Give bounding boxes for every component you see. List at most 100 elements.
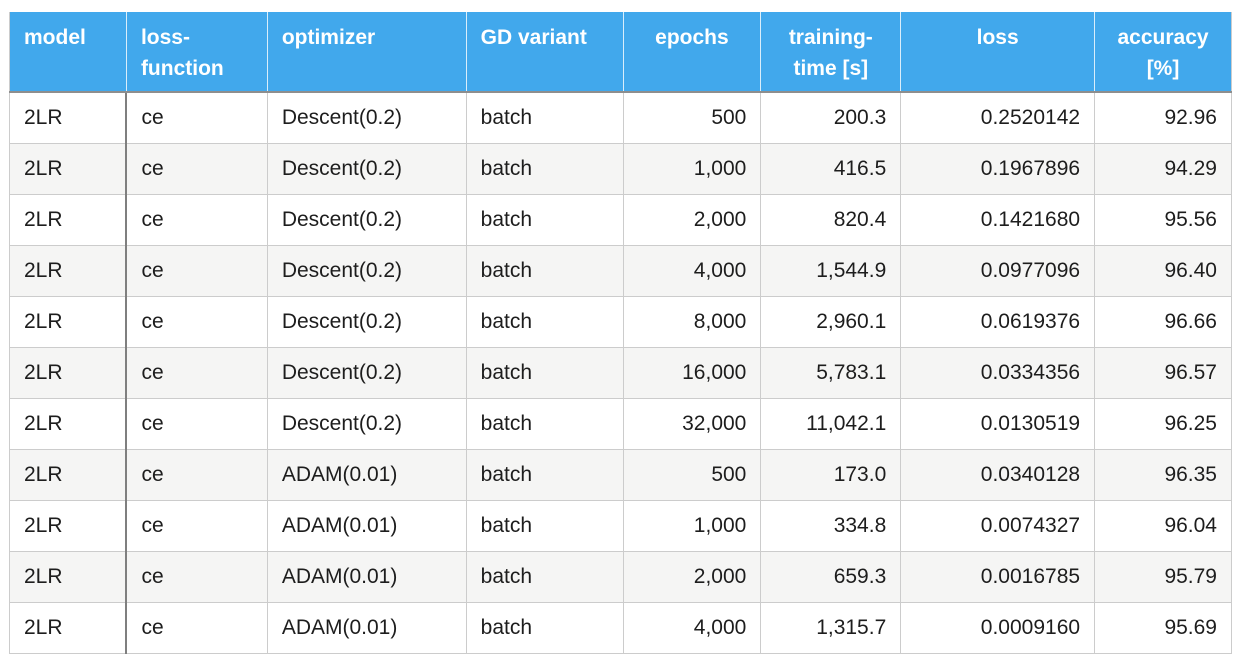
cell-training_time: 416.5 <box>760 143 901 195</box>
cell-loss_function: ce <box>125 194 268 246</box>
cell-gd_variant: batch <box>465 194 624 246</box>
cell-loss: 0.0340128 <box>900 449 1095 501</box>
cell-loss: 0.0016785 <box>900 551 1095 603</box>
cell-training_time: 200.3 <box>760 92 901 144</box>
cell-gd_variant: batch <box>465 143 624 195</box>
cell-gd_variant: batch <box>465 347 624 399</box>
table-row: 2LR ce ADAM(0.01) batch 4,000 1,315.7 0.000916… <box>9 602 1232 654</box>
cell-optimizer: Descent(0.2) <box>266 143 467 195</box>
cell-optimizer: Descent(0.2) <box>266 398 467 450</box>
column-header-accuracy: accuracy [%] <box>1094 12 1232 93</box>
cell-loss_function: ce <box>125 245 268 297</box>
cell-loss: 0.1421680 <box>900 194 1095 246</box>
table-header: model loss- function optimizer GD variant ep… <box>9 12 1232 93</box>
cell-gd_variant: batch <box>465 296 624 348</box>
column-header-gd_variant: GD variant <box>465 12 624 93</box>
cell-accuracy: 96.66 <box>1094 296 1232 348</box>
cell-loss: 0.0130519 <box>900 398 1095 450</box>
cell-accuracy: 95.79 <box>1094 551 1232 603</box>
cell-gd_variant: batch <box>465 602 624 654</box>
column-header-epochs: epochs <box>622 12 761 93</box>
table-row: 2LR ce ADAM(0.01) batch 500 173.0 0.0340128 96.… <box>9 449 1232 501</box>
cell-training_time: 1,315.7 <box>760 602 901 654</box>
cell-training_time: 820.4 <box>760 194 901 246</box>
cell-model: 2LR <box>9 296 128 348</box>
table-row: 2LR ce Descent(0.2) batch 1,000 416.5 0.196789… <box>9 143 1232 195</box>
table-row: 2LR ce Descent(0.2) batch 4,000 1,544.9 0.0977… <box>9 245 1232 297</box>
table-body: 2LR ce Descent(0.2) batch 500 200.3 0.2520142 9… <box>9 92 1232 654</box>
table-row: 2LR ce Descent(0.2) batch 8,000 2,960.1 0.0619… <box>9 296 1232 348</box>
column-header-optimizer: optimizer <box>266 12 467 93</box>
cell-gd_variant: batch <box>465 245 624 297</box>
cell-model: 2LR <box>9 245 128 297</box>
cell-epochs: 8,000 <box>622 296 761 348</box>
cell-accuracy: 94.29 <box>1094 143 1232 195</box>
cell-loss_function: ce <box>125 92 268 144</box>
cell-model: 2LR <box>9 398 128 450</box>
column-header-training_time: training- time [s] <box>760 12 901 93</box>
cell-epochs: 1,000 <box>622 143 761 195</box>
table-row: 2LR ce Descent(0.2) batch 2,000 820.4 0.142168… <box>9 194 1232 246</box>
cell-loss_function: ce <box>125 449 268 501</box>
cell-optimizer: Descent(0.2) <box>266 92 467 144</box>
cell-epochs: 4,000 <box>622 245 761 297</box>
cell-loss: 0.0074327 <box>900 500 1095 552</box>
cell-optimizer: ADAM(0.01) <box>266 500 467 552</box>
header-row: model loss- function optimizer GD variant ep… <box>9 12 1232 93</box>
cell-epochs: 2,000 <box>622 551 761 603</box>
cell-loss: 0.1967896 <box>900 143 1095 195</box>
cell-epochs: 1,000 <box>622 500 761 552</box>
cell-optimizer: Descent(0.2) <box>266 347 467 399</box>
cell-model: 2LR <box>9 602 128 654</box>
table-row: 2LR ce Descent(0.2) batch 16,000 5,783.1 0.033… <box>9 347 1232 399</box>
cell-model: 2LR <box>9 500 128 552</box>
cell-training_time: 173.0 <box>760 449 901 501</box>
cell-optimizer: ADAM(0.01) <box>266 449 467 501</box>
results-table-container: model loss- function optimizer GD variant ep… <box>9 12 1232 654</box>
cell-loss: 0.2520142 <box>900 92 1095 144</box>
cell-gd_variant: batch <box>465 551 624 603</box>
cell-epochs: 4,000 <box>622 602 761 654</box>
cell-loss: 0.0334356 <box>900 347 1095 399</box>
cell-accuracy: 96.04 <box>1094 500 1232 552</box>
cell-model: 2LR <box>9 143 128 195</box>
cell-gd_variant: batch <box>465 500 624 552</box>
cell-gd_variant: batch <box>465 92 624 144</box>
cell-loss: 0.0009160 <box>900 602 1095 654</box>
cell-accuracy: 96.57 <box>1094 347 1232 399</box>
cell-loss_function: ce <box>125 143 268 195</box>
cell-optimizer: Descent(0.2) <box>266 296 467 348</box>
cell-gd_variant: batch <box>465 398 624 450</box>
cell-training_time: 659.3 <box>760 551 901 603</box>
cell-epochs: 2,000 <box>622 194 761 246</box>
cell-optimizer: Descent(0.2) <box>266 245 467 297</box>
cell-accuracy: 96.35 <box>1094 449 1232 501</box>
cell-loss_function: ce <box>125 347 268 399</box>
cell-loss: 0.0977096 <box>900 245 1095 297</box>
cell-epochs: 16,000 <box>622 347 761 399</box>
cell-model: 2LR <box>9 92 128 144</box>
cell-epochs: 500 <box>622 92 761 144</box>
training-results-table: model loss- function optimizer GD variant ep… <box>9 12 1232 654</box>
cell-training_time: 11,042.1 <box>760 398 901 450</box>
cell-model: 2LR <box>9 347 128 399</box>
cell-training_time: 334.8 <box>760 500 901 552</box>
cell-gd_variant: batch <box>465 449 624 501</box>
cell-loss: 0.0619376 <box>900 296 1095 348</box>
cell-training_time: 5,783.1 <box>760 347 901 399</box>
cell-optimizer: ADAM(0.01) <box>266 551 467 603</box>
column-header-loss_function: loss- function <box>125 12 268 93</box>
table-row: 2LR ce ADAM(0.01) batch 2,000 659.3 0.0016785 9… <box>9 551 1232 603</box>
cell-training_time: 2,960.1 <box>760 296 901 348</box>
cell-training_time: 1,544.9 <box>760 245 901 297</box>
table-row: 2LR ce Descent(0.2) batch 500 200.3 0.2520142 9… <box>9 92 1232 144</box>
cell-model: 2LR <box>9 449 128 501</box>
cell-accuracy: 92.96 <box>1094 92 1232 144</box>
cell-loss_function: ce <box>125 602 268 654</box>
column-header-model: model <box>9 12 127 93</box>
cell-loss_function: ce <box>125 551 268 603</box>
table-row: 2LR ce Descent(0.2) batch 32,000 11,042.1 0.01… <box>9 398 1232 450</box>
cell-loss_function: ce <box>125 500 268 552</box>
cell-accuracy: 96.40 <box>1094 245 1232 297</box>
